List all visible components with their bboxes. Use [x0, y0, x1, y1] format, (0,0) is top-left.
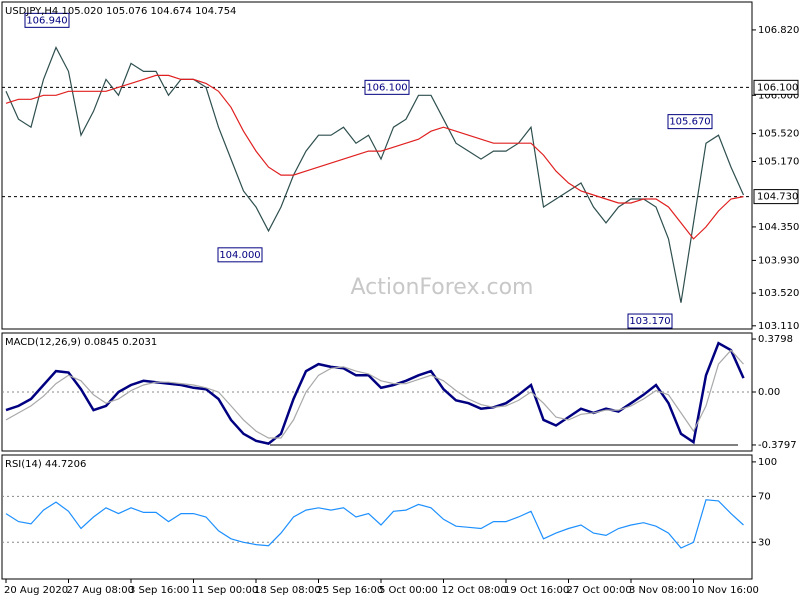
x-tick-label: 10 Nov 16:00	[692, 585, 759, 596]
x-tick-label: 3 Sep 16:00	[129, 585, 189, 596]
annotation-box	[667, 114, 713, 130]
y-tick-label: 100	[758, 457, 777, 468]
panel-title: USDJPY,H4 105.020 105.076 104.674 104.75…	[5, 6, 236, 17]
y-tick-label: 103.520	[758, 288, 799, 299]
x-tick-label: 5 Oct 00:00	[379, 585, 438, 596]
y-tick-label: 30	[758, 537, 771, 548]
annotation-label: 104.000	[219, 250, 260, 261]
x-tick-label: 27 Aug 08:00	[67, 585, 134, 596]
annotation-box	[24, 12, 70, 28]
y-tick-label: 105.170	[758, 157, 799, 168]
y-tick-label: 106.820	[758, 25, 799, 36]
x-tick-label: 19 Oct 16:00	[504, 585, 569, 596]
reference-label: 106.100	[757, 82, 798, 93]
series-line	[5, 74, 744, 240]
annotation-label: 105.670	[669, 117, 710, 128]
y-tick-label: 105.520	[758, 129, 799, 140]
annotation-box	[627, 313, 673, 329]
annotation-label: 106.940	[26, 15, 67, 26]
series-line	[5, 349, 744, 439]
annotation-box	[364, 79, 410, 95]
series-line	[5, 499, 744, 549]
reference-label: 104.730	[757, 192, 798, 203]
x-tick-label: 25 Sep 16:00	[317, 585, 384, 596]
y-tick-label: 103.110	[758, 321, 799, 332]
panel-title: MACD(12,26,9) 0.0845 0.2031	[5, 337, 157, 348]
y-tick-label: -0.3797	[758, 440, 797, 451]
x-tick-label: 3 Nov 08:00	[629, 585, 690, 596]
panel-title: RSI(14) 44.7206	[5, 459, 86, 470]
reference-label-box	[753, 189, 799, 205]
reference-label-box	[753, 79, 799, 95]
x-tick-label: 12 Oct 08:00	[442, 585, 507, 596]
x-tick-label: 11 Sep 00:00	[192, 585, 259, 596]
panel-frame	[1, 1, 753, 330]
x-tick-label: 20 Aug 2020	[4, 585, 68, 596]
y-tick-label: 106.000	[758, 90, 799, 101]
annotation-label: 106.100	[366, 82, 407, 93]
watermark: ActionForex.com	[351, 275, 534, 300]
annotation-label: 103.170	[629, 316, 670, 327]
y-tick-label: 104.350	[758, 222, 799, 233]
y-tick-label: 70	[758, 491, 771, 502]
annotation-box	[217, 247, 263, 263]
series-line	[5, 341, 745, 445]
y-tick-label: 0.00	[758, 387, 780, 398]
x-tick-label: 18 Sep 08:00	[254, 585, 321, 596]
panel-frame	[1, 454, 753, 580]
series-line	[5, 46, 745, 303]
y-tick-label: 103.930	[758, 255, 799, 266]
x-tick-label: 27 Oct 00:00	[567, 585, 632, 596]
y-tick-label: 0.3798	[758, 334, 793, 345]
